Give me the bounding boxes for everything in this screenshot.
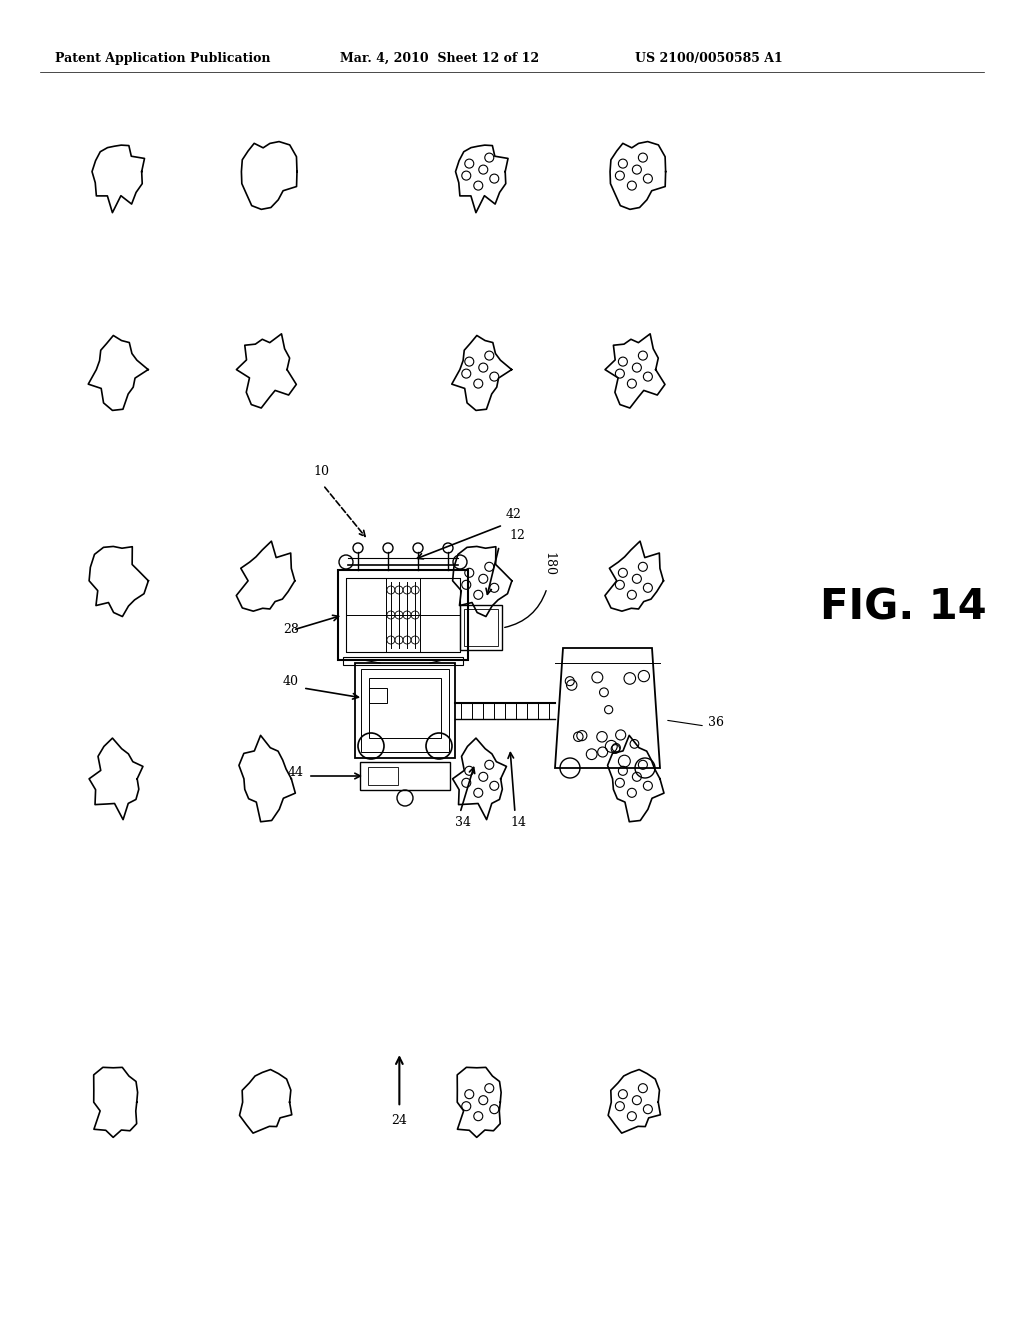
Text: 40: 40 xyxy=(283,675,299,688)
Text: 10: 10 xyxy=(313,465,329,478)
Text: Mar. 4, 2010  Sheet 12 of 12: Mar. 4, 2010 Sheet 12 of 12 xyxy=(340,51,539,65)
Text: FIG. 14: FIG. 14 xyxy=(820,586,987,628)
Text: 180: 180 xyxy=(542,552,555,576)
Text: 44: 44 xyxy=(288,766,304,779)
Bar xyxy=(464,609,498,645)
Text: 14: 14 xyxy=(510,816,526,829)
Bar xyxy=(343,657,463,665)
Bar xyxy=(368,767,398,785)
Bar xyxy=(346,578,460,652)
Text: US 2100/0050585 A1: US 2100/0050585 A1 xyxy=(635,51,782,65)
Text: 34: 34 xyxy=(455,816,471,829)
Bar xyxy=(346,578,386,652)
Text: 28: 28 xyxy=(283,623,299,636)
Bar xyxy=(338,570,468,660)
Bar xyxy=(361,669,449,752)
Bar xyxy=(369,688,387,704)
Text: 42: 42 xyxy=(506,508,522,521)
Text: 36: 36 xyxy=(708,715,724,729)
Bar xyxy=(369,678,441,738)
Bar xyxy=(360,762,450,789)
Text: Patent Application Publication: Patent Application Publication xyxy=(55,51,270,65)
Bar xyxy=(460,605,502,649)
Text: 24: 24 xyxy=(391,1114,408,1127)
Bar xyxy=(420,578,460,652)
Bar xyxy=(355,663,455,758)
Text: 12: 12 xyxy=(509,529,525,541)
